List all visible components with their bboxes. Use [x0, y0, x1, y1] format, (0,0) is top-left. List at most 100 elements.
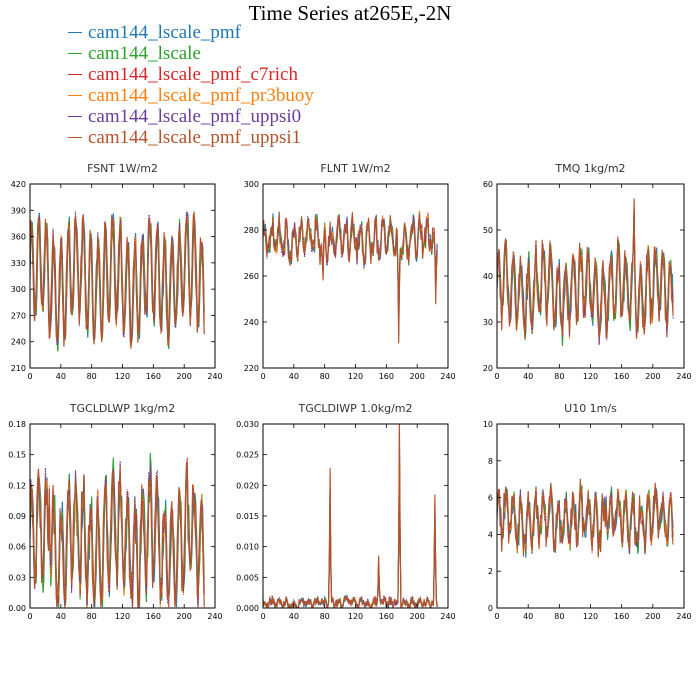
y-tick-label: 300 — [11, 285, 26, 294]
x-tick-label: 160 — [146, 372, 161, 381]
y-tick-label: 40 — [483, 272, 493, 281]
plot-frame — [262, 423, 449, 609]
y-tick-label: 0.06 — [8, 543, 26, 552]
x-tick-label: 120 — [115, 372, 130, 381]
y-tick-label: 0.020 — [236, 481, 259, 490]
legend-label: cam144_lscale_pmf_pr3buoy — [88, 84, 314, 106]
x-tick-label: 40 — [56, 372, 66, 381]
y-tick-label: 60 — [483, 180, 493, 189]
x-tick-label: 80 — [87, 372, 97, 381]
series-line — [497, 479, 674, 558]
y-tick-label: 0.005 — [236, 573, 259, 582]
x-tick-label: 40 — [523, 372, 533, 381]
legend-label: cam144_lscale_pmf_uppsi1 — [88, 126, 302, 148]
y-tick-label: 0.12 — [8, 481, 26, 490]
y-tick-label: 4 — [488, 530, 493, 539]
panel-title: TGCLDIWP 1.0kg/m2 — [297, 402, 412, 415]
y-tick-label: 30 — [483, 318, 493, 327]
y-tick-label: 330 — [11, 259, 26, 268]
y-tick-label: 220 — [244, 364, 259, 373]
legend-label: cam144_lscale_pmf_uppsi0 — [88, 105, 302, 127]
plot-frame — [496, 183, 685, 369]
y-tick-label: 240 — [11, 338, 26, 347]
x-tick-label: 0 — [494, 612, 499, 621]
y-tick-label: 240 — [244, 318, 259, 327]
x-tick-label: 200 — [177, 372, 192, 381]
series-group — [30, 452, 205, 608]
y-tick-label: 8 — [488, 457, 493, 466]
y-tick-label: 270 — [11, 311, 26, 320]
legend-swatch — [68, 137, 82, 138]
series-line — [263, 212, 438, 344]
x-tick-label: 240 — [207, 372, 222, 381]
x-tick-label: 120 — [115, 612, 130, 621]
y-tick-label: 50 — [483, 226, 493, 235]
legend-item: cam144_lscale — [68, 43, 314, 64]
x-tick-label: 120 — [348, 372, 363, 381]
series-line — [497, 199, 674, 339]
series-line — [30, 461, 205, 608]
legend-item: cam144_lscale_pmf_pr3buoy — [68, 85, 314, 106]
series-line — [263, 444, 438, 608]
legend-label: cam144_lscale_pmf_c7rich — [88, 63, 298, 85]
legend-swatch — [68, 116, 82, 117]
x-tick-label: 40 — [289, 372, 299, 381]
legend-item: cam144_lscale_pmf — [68, 22, 314, 43]
figure-title: Time Series at265E,-2N — [248, 1, 452, 25]
x-tick-label: 240 — [440, 372, 455, 381]
panel-title: TMQ 1kg/m2 — [554, 162, 625, 175]
series-line — [263, 424, 438, 608]
x-tick-label: 200 — [645, 372, 660, 381]
legend-item: cam144_lscale_pmf_uppsi0 — [68, 106, 314, 127]
y-tick-label: 0.010 — [236, 543, 259, 552]
x-tick-label: 80 — [554, 612, 564, 621]
series-line — [263, 427, 438, 608]
x-tick-label: 80 — [320, 372, 330, 381]
y-tick-label: 6 — [488, 494, 493, 503]
x-tick-label: 40 — [56, 612, 66, 621]
x-tick-label: 40 — [289, 612, 299, 621]
legend-swatch — [68, 53, 82, 54]
panel-title: FLNT 1W/m2 — [320, 162, 390, 175]
series-line — [263, 461, 438, 608]
y-tick-label: 0.015 — [236, 512, 259, 521]
x-tick-label: 200 — [410, 612, 425, 621]
x-tick-label: 0 — [27, 612, 32, 621]
x-tick-label: 200 — [645, 612, 660, 621]
legend-swatch — [68, 95, 82, 96]
x-tick-label: 240 — [440, 612, 455, 621]
x-tick-label: 80 — [87, 612, 97, 621]
series-line — [263, 454, 438, 608]
x-tick-label: 0 — [260, 372, 265, 381]
legend: cam144_lscale_pmf cam144_lscale cam144_l… — [68, 22, 314, 148]
series-line — [497, 208, 674, 340]
y-tick-label: 0.09 — [8, 512, 26, 521]
x-tick-label: 80 — [320, 612, 330, 621]
x-tick-label: 160 — [614, 612, 629, 621]
x-tick-label: 120 — [348, 612, 363, 621]
chart-panel: TMQ 1kg/m2 0 40 80 120 160 200 240 20 30 40 50 60 — [483, 162, 692, 381]
y-tick-label: 390 — [11, 206, 26, 215]
x-tick-label: 0 — [27, 372, 32, 381]
x-tick-label: 120 — [583, 372, 598, 381]
series-group — [30, 210, 205, 352]
panel-title: FSNT 1W/m2 — [87, 162, 158, 175]
series-line — [263, 433, 438, 608]
plot-frame — [262, 183, 449, 369]
chart-panel: FSNT 1W/m2 0 40 80 120 160 200 240 210 240 270 300 3… — [11, 162, 223, 381]
x-tick-label: 40 — [523, 612, 533, 621]
y-tick-label: 0.030 — [236, 420, 259, 429]
y-tick-label: 0.00 — [8, 604, 26, 613]
legend-swatch — [68, 74, 82, 75]
chart-panel: TGCLDIWP 1.0kg/m2 0 40 80 120 160 200 240 0.000 0… — [236, 402, 456, 621]
y-tick-label: 0.18 — [8, 420, 26, 429]
y-tick-label: 300 — [244, 180, 259, 189]
x-tick-label: 160 — [379, 612, 394, 621]
y-tick-label: 10 — [483, 420, 493, 429]
y-tick-label: 0.03 — [8, 573, 26, 582]
x-tick-label: 240 — [676, 372, 691, 381]
x-tick-label: 0 — [494, 372, 499, 381]
y-tick-label: 210 — [11, 364, 26, 373]
y-tick-label: 360 — [11, 233, 26, 242]
